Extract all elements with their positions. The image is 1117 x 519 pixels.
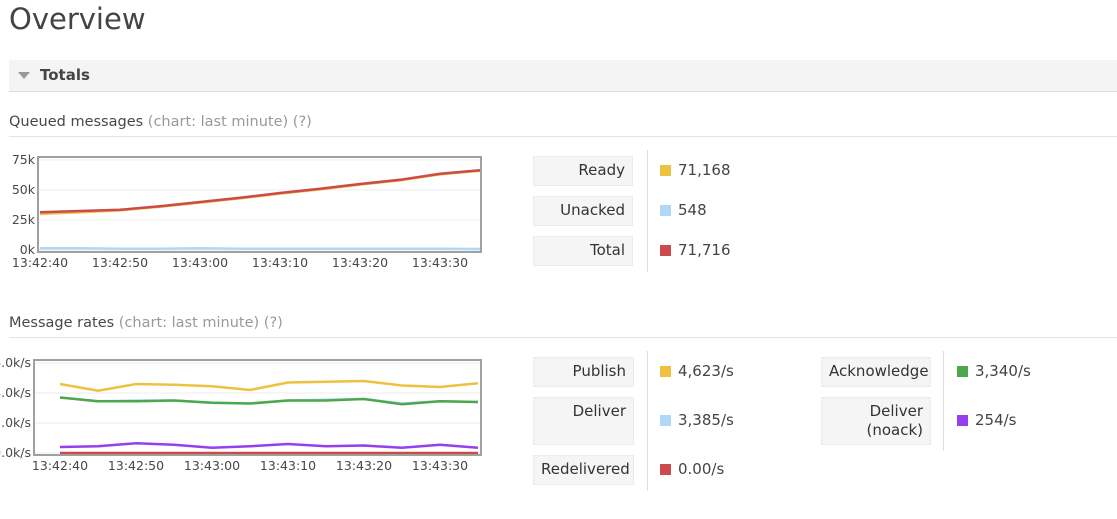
legend-value: 4,623/s [678, 362, 734, 380]
separator [647, 150, 648, 272]
separator [943, 351, 944, 451]
plot-frame [37, 156, 482, 253]
legend-swatch [660, 415, 671, 426]
x-tick-label: 13:42:40 [12, 255, 68, 270]
legend-swatch [957, 366, 968, 377]
legend-swatch [660, 464, 671, 475]
heading-subtitle[interactable]: (chart: last minute) [118, 315, 260, 331]
separator [647, 351, 648, 491]
legend-value: 3,385/s [678, 411, 734, 429]
legend-swatch [660, 165, 671, 176]
legend-label: Total [533, 236, 633, 266]
legend-label: Acknowledge [821, 357, 931, 387]
y-tick-label: 4.0k/s [0, 385, 31, 400]
x-tick-label: 13:43:20 [332, 255, 388, 270]
x-tick-label: 13:43:10 [260, 458, 316, 473]
section-bar[interactable]: Totals [9, 60, 1117, 92]
heading-title: Message rates [9, 315, 115, 331]
x-tick-label: 13:42:50 [92, 255, 148, 270]
legend-value: 71,716 [678, 241, 731, 259]
collapse-icon[interactable] [18, 72, 30, 79]
x-tick-label: 13:43:30 [412, 255, 468, 270]
y-tick-label: 0.0k/s [0, 445, 31, 460]
legend-label: Unacked [533, 196, 633, 226]
series-line [59, 379, 479, 393]
legend-swatch [660, 366, 671, 377]
x-tick-label: 13:42:50 [108, 458, 164, 473]
legend-value: 254/s [975, 411, 1017, 429]
x-tick-label: 13:42:40 [32, 458, 88, 473]
series-line [40, 246, 481, 251]
series-line [39, 168, 481, 214]
y-tick-label: 50k [12, 182, 36, 197]
legend-label: Redelivered [533, 455, 634, 485]
chart-heading: Message rates (chart: last minute) (?) [9, 315, 1117, 338]
section-title[interactable]: Totals [40, 66, 90, 84]
heading-title: Queued messages [9, 114, 144, 130]
legend-value: 71,168 [678, 161, 731, 179]
legend-value: 0.00/s [678, 460, 725, 478]
legend-label: Ready [533, 156, 633, 186]
legend-label: Publish [533, 357, 634, 387]
legend-label: Deliver [533, 397, 634, 445]
y-tick-label: 2.0k/s [0, 415, 31, 430]
legend-swatch [660, 245, 671, 256]
page-title: Overview [9, 2, 146, 36]
y-tick-label: 6.0k/s [0, 355, 31, 370]
y-tick-label: 25k [12, 212, 36, 227]
series-line [59, 396, 479, 406]
x-tick-label: 13:43:10 [252, 255, 308, 270]
x-tick-label: 13:43:30 [412, 458, 468, 473]
chart: 0.0k/s 2.0k/s 4.0k/s 6.0k/s 13:42:40 13:42:50… [0, 355, 482, 473]
heading-subtitle[interactable]: (chart: last minute) [147, 114, 289, 130]
y-tick-label: 75k [12, 152, 36, 167]
chart: 0k 25k 50k 75k 13:42:40 13:42:50 13:43:00 13:43… [12, 152, 482, 270]
series-line [59, 441, 479, 450]
legend-swatch [957, 415, 968, 426]
chart-heading: Queued messages (chart: last minute) (?) [9, 114, 1117, 137]
x-tick-label: 13:43:20 [336, 458, 392, 473]
x-tick-label: 13:43:00 [172, 255, 228, 270]
legend-value: 3,340/s [975, 362, 1031, 380]
legend-swatch [660, 205, 671, 216]
y-tick-label: 0k [20, 242, 36, 257]
x-tick-label: 13:43:00 [184, 458, 240, 473]
legend-value: 548 [678, 201, 707, 219]
legend-label: Deliver (noack) [821, 397, 931, 445]
help-link[interactable]: (?) [292, 114, 312, 130]
plot-frame [33, 359, 482, 456]
help-link[interactable]: (?) [263, 315, 283, 331]
